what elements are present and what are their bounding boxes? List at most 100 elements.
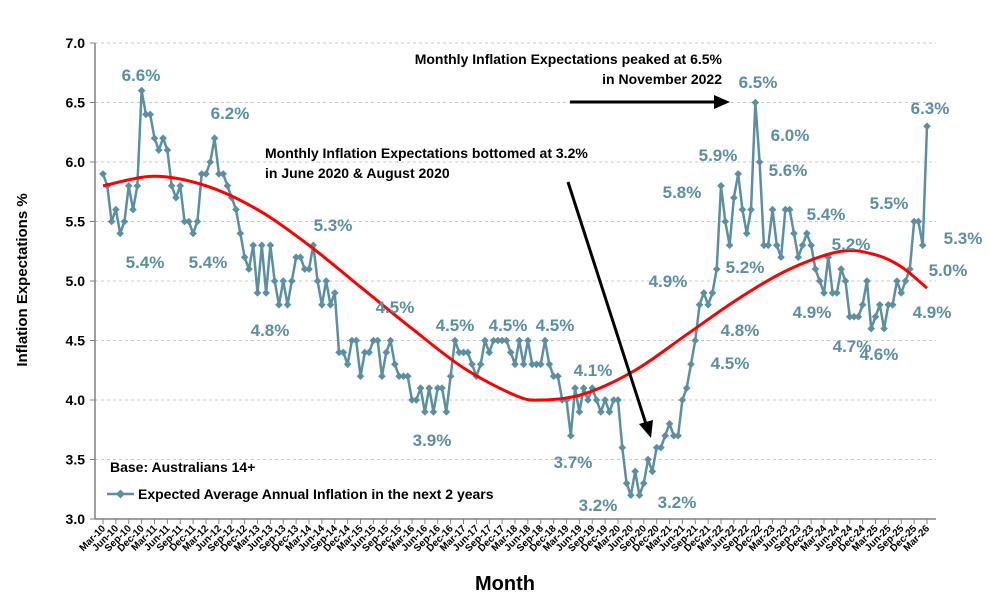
gridlines bbox=[95, 42, 936, 460]
data-point bbox=[704, 301, 712, 309]
bottom-annotation-line1: Monthly Inflation Expectations bottomed … bbox=[265, 145, 588, 161]
data-point bbox=[880, 324, 888, 333]
data-point bbox=[627, 491, 635, 499]
data-point bbox=[369, 336, 378, 345]
data-point bbox=[682, 384, 691, 392]
data-point bbox=[875, 301, 884, 309]
data-label: 4.5% bbox=[711, 354, 750, 373]
y-tick-label: 7.0 bbox=[66, 35, 86, 51]
data-point bbox=[150, 134, 159, 142]
data-point bbox=[910, 217, 918, 226]
data-point bbox=[266, 241, 275, 250]
data-point bbox=[378, 372, 386, 380]
data-point bbox=[124, 182, 133, 190]
data-label: 3.7% bbox=[554, 453, 593, 472]
data-point bbox=[506, 348, 515, 357]
y-tick-label: 5.5 bbox=[66, 214, 86, 230]
data-point bbox=[824, 253, 833, 261]
data-label: 4.1% bbox=[574, 361, 613, 380]
data-point bbox=[459, 348, 468, 357]
data-label: 6.0% bbox=[771, 126, 810, 145]
data-label: 5.2% bbox=[726, 258, 765, 277]
data-point bbox=[639, 479, 648, 488]
data-point bbox=[833, 289, 841, 297]
data-label: 4.5% bbox=[489, 316, 528, 335]
data-point bbox=[665, 420, 674, 428]
data-point bbox=[841, 277, 850, 285]
data-point bbox=[691, 336, 700, 345]
data-label: 3.2% bbox=[658, 493, 697, 512]
data-point bbox=[635, 491, 644, 499]
data-point bbox=[562, 396, 571, 404]
data-point bbox=[412, 396, 421, 404]
data-point bbox=[888, 301, 897, 309]
data-point bbox=[167, 182, 176, 190]
y-tick-label: 4.5 bbox=[66, 333, 86, 349]
data-point bbox=[768, 205, 777, 214]
data-label: 4.5% bbox=[436, 316, 475, 335]
data-label: 5.9% bbox=[699, 146, 738, 165]
data-label: 4.9% bbox=[913, 303, 952, 322]
base-note: Base: Australians 14+ bbox=[110, 459, 255, 475]
data-point bbox=[330, 289, 339, 297]
data-point bbox=[219, 170, 227, 178]
data-label: 6.3% bbox=[911, 99, 950, 118]
data-label: 5.5% bbox=[870, 194, 909, 213]
data-point bbox=[476, 360, 485, 369]
data-point bbox=[348, 336, 356, 345]
data-point bbox=[532, 360, 541, 369]
peak-annotation-line1: Monthly Inflation Expectations peaked at… bbox=[415, 51, 723, 67]
data-label: 6.2% bbox=[211, 104, 250, 123]
data-point bbox=[884, 301, 893, 309]
data-label: 4.8% bbox=[721, 321, 760, 340]
data-point bbox=[232, 205, 240, 214]
data-point bbox=[790, 229, 798, 238]
data-point bbox=[112, 205, 120, 214]
data-point bbox=[249, 241, 258, 250]
data-point bbox=[549, 372, 558, 380]
data-point bbox=[197, 170, 206, 178]
data-point bbox=[901, 277, 910, 285]
trend-line bbox=[102, 174, 928, 402]
data-point bbox=[498, 336, 506, 345]
data-point bbox=[399, 372, 408, 380]
data-point bbox=[781, 205, 790, 214]
data-point bbox=[185, 217, 193, 226]
data-point bbox=[133, 182, 142, 190]
data-point bbox=[120, 217, 129, 226]
data-label: 5.2% bbox=[832, 235, 871, 254]
data-point bbox=[601, 396, 609, 404]
data-point bbox=[451, 336, 459, 345]
data-point bbox=[858, 301, 867, 309]
data-point bbox=[442, 408, 451, 416]
data-point bbox=[326, 301, 335, 309]
data-label: 5.3% bbox=[944, 229, 983, 248]
data-point bbox=[288, 277, 296, 285]
data-point bbox=[811, 265, 820, 273]
data-point bbox=[335, 348, 343, 357]
data-point bbox=[146, 110, 155, 119]
y-tick-label: 6.0 bbox=[66, 154, 86, 170]
data-label: 4.5% bbox=[376, 298, 415, 317]
y-tick-label: 3.0 bbox=[66, 511, 86, 527]
data-point bbox=[785, 205, 794, 214]
data-label: 3.2% bbox=[579, 496, 618, 515]
data-point bbox=[914, 217, 923, 226]
data-point bbox=[180, 217, 189, 226]
data-point bbox=[923, 122, 931, 131]
data-point bbox=[845, 312, 854, 321]
data-point bbox=[575, 408, 584, 416]
bottom-annotation-line2: in June 2020 & August 2020 bbox=[265, 165, 450, 181]
data-point bbox=[566, 431, 575, 440]
data-point bbox=[687, 360, 695, 369]
bottom-arrow bbox=[566, 181, 653, 438]
data-point bbox=[309, 241, 318, 250]
data-label: 5.4% bbox=[126, 253, 165, 272]
data-point bbox=[343, 360, 352, 369]
data-point bbox=[468, 360, 476, 369]
data-point bbox=[592, 396, 601, 404]
data-point bbox=[820, 289, 828, 297]
data-point bbox=[300, 265, 309, 273]
data-label: 6.5% bbox=[739, 73, 778, 92]
